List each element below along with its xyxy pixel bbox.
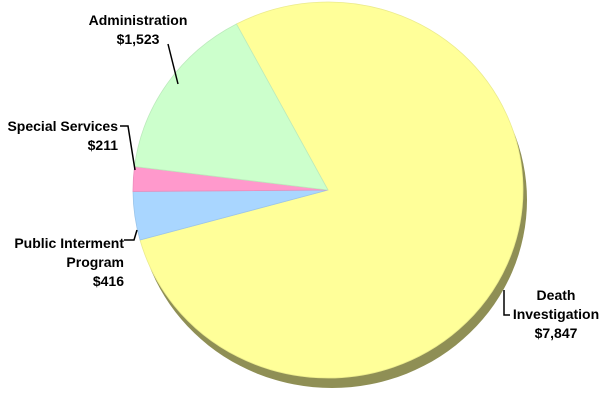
slice-labels: Death Investigation $7,847 Public Interment… xyxy=(7,12,599,341)
slice-name-public-interment-program: Public Interment xyxy=(14,235,124,251)
leader-line-death-investigation xyxy=(503,290,510,316)
slice-value-death-investigation: $7,847 xyxy=(535,325,578,341)
pie-slice-death-investigation xyxy=(139,1,524,379)
slice-name-public-interment-program: Program xyxy=(66,254,124,270)
pie-slice-administration xyxy=(134,23,329,191)
slice-label-death-investigation: Death Investigation $7,847 xyxy=(513,287,599,341)
slice-name-death-investigation: Investigation xyxy=(513,306,599,322)
label-leaders xyxy=(120,43,510,316)
slice-label-public-interment-program: Public Interment Program $416 xyxy=(14,235,124,289)
slice-name-administration: Administration xyxy=(89,12,188,28)
leader-line-special-services xyxy=(120,125,136,171)
slice-value-special-services: $211 xyxy=(88,137,119,153)
slice-label-special-services: Special Services $211 xyxy=(7,118,118,153)
leader-line-public-interment-program xyxy=(124,229,138,241)
slice-name-death-investigation: Death xyxy=(537,287,576,303)
slice-name-special-services: Special Services xyxy=(7,118,118,134)
leader-line-administration xyxy=(167,43,179,85)
slice-value-public-interment-program: $416 xyxy=(93,273,124,289)
slice-label-administration: Administration $1,523 xyxy=(89,12,188,47)
slice-value-administration: $1,523 xyxy=(117,31,160,47)
pie-slices xyxy=(132,1,524,379)
